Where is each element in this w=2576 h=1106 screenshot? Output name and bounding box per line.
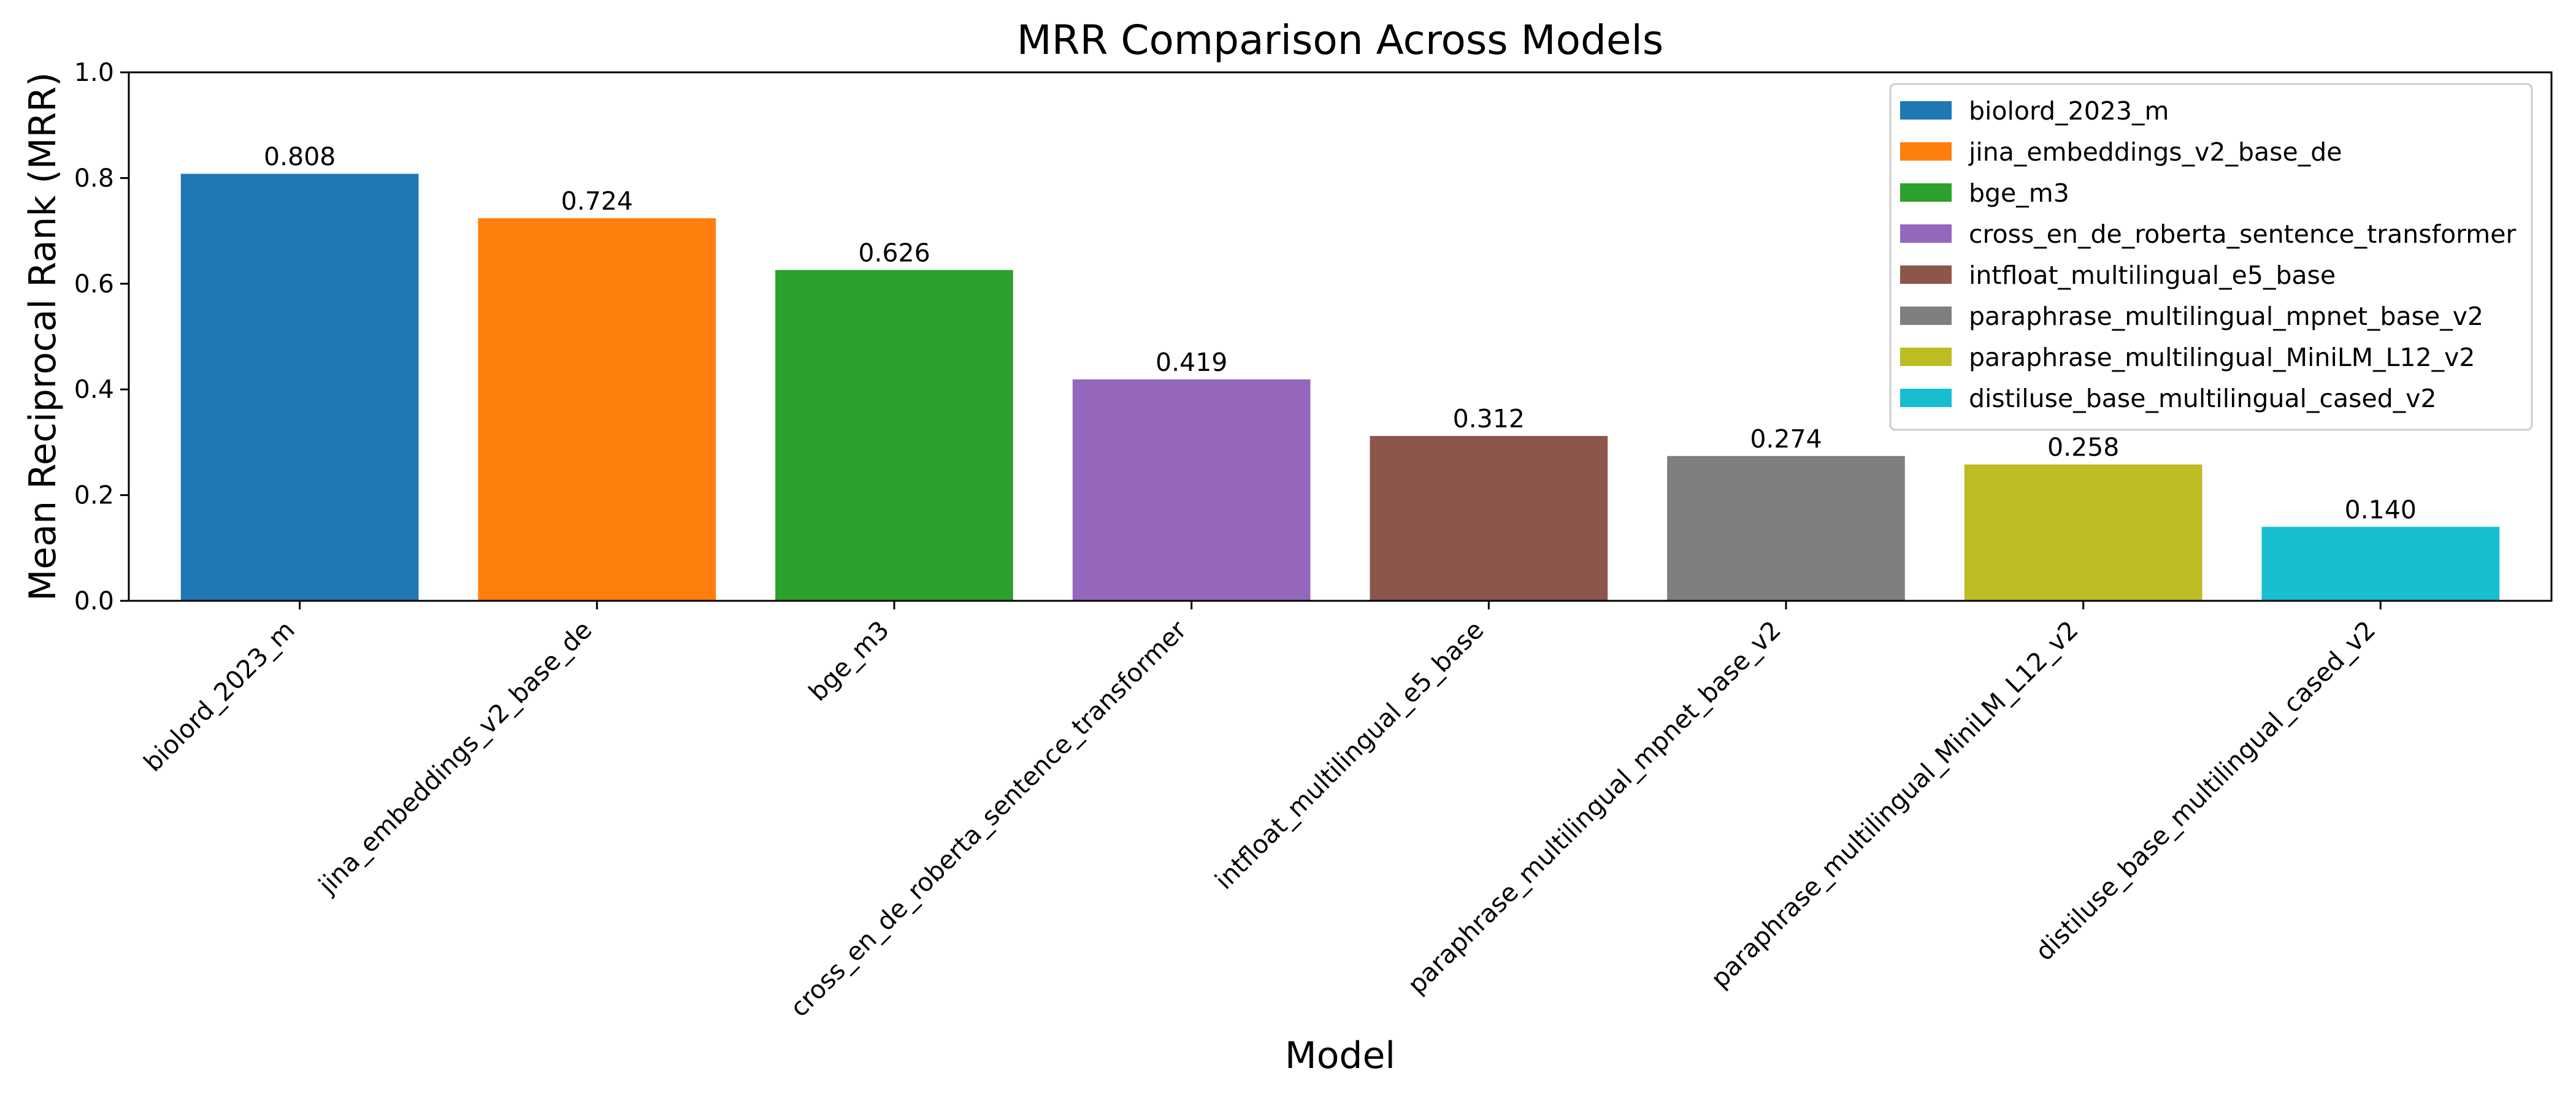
legend-label: intfloat_multilingual_e5_base — [1969, 261, 2336, 290]
legend-label: jina_embeddings_v2_base_de — [1968, 137, 2342, 167]
data-label: 0.419 — [1156, 348, 1227, 377]
x-tick-label: bge_m3 — [803, 615, 895, 707]
legend-box — [1889, 83, 2533, 431]
data-label: 0.258 — [2047, 433, 2119, 462]
legend-label: biolord_2023_m — [1969, 96, 2169, 126]
y-tick-label: 0.8 — [74, 163, 114, 193]
y-axis-label: Mean Reciprocal Rank (MRR) — [21, 72, 64, 601]
bar — [478, 218, 716, 601]
legend-label: bge_m3 — [1969, 178, 2069, 208]
legend-swatch — [1900, 307, 1952, 325]
legend-label: distiluse_base_multilingual_cased_v2 — [1969, 384, 2437, 413]
legend-swatch — [1900, 389, 1952, 407]
y-tick-label: 0.6 — [74, 269, 114, 299]
legend-swatch — [1900, 224, 1952, 243]
chart-title: MRR Comparison Across Models — [1017, 17, 1663, 64]
bar — [1370, 436, 1608, 601]
bar — [775, 270, 1013, 601]
x-tick-label: biolord_2023_m — [138, 615, 301, 777]
x-tick-label: paraphrase_multilingual_MiniLM_L12_v2 — [1705, 615, 2084, 994]
legend-label: paraphrase_multilingual_mpnet_base_v2 — [1969, 302, 2483, 331]
x-tick-label: jina_embeddings_v2_base_de — [312, 615, 597, 900]
bar — [2261, 527, 2500, 601]
x-tick-label: distiluse_base_multilingual_cased_v2 — [2030, 615, 2381, 966]
bars-layer: 0.808 0.724 0.626 0.419 0.312 0.274 0.258 0.140 — [180, 142, 2500, 601]
y-tick-label: 0.4 — [74, 375, 114, 404]
legend-swatch — [1900, 142, 1952, 161]
plot-frame — [128, 71, 2553, 602]
y-tick-label: 0.2 — [74, 481, 114, 510]
data-label: 0.312 — [1453, 404, 1525, 433]
x-tick-label: intfloat_multilingual_e5_base — [1209, 615, 1489, 895]
legend: biolord_2023_m jina_embeddings_v2_base_de… — [1889, 83, 2533, 431]
bar — [180, 174, 419, 601]
legend-swatch — [1900, 101, 1952, 120]
bar — [1072, 379, 1311, 601]
x-axis: biolord_2023_m jina_embeddings_v2_base_de… — [138, 601, 2382, 1023]
legend-label: paraphrase_multilingual_MiniLM_L12_v2 — [1969, 343, 2475, 372]
data-label: 0.140 — [2345, 495, 2417, 524]
data-label: 0.808 — [264, 142, 335, 172]
data-label: 0.626 — [858, 238, 930, 267]
y-tick-label: 1.0 — [74, 58, 114, 87]
data-label: 0.274 — [1750, 424, 1822, 454]
bar — [1667, 456, 1905, 601]
data-label: 0.724 — [561, 186, 633, 216]
legend-swatch — [1900, 348, 1952, 366]
y-tick-label: 0.0 — [74, 586, 114, 616]
bar — [1964, 464, 2202, 601]
x-axis-label: Model — [1285, 1034, 1395, 1077]
legend-swatch — [1900, 265, 1952, 284]
legend-label: cross_en_de_roberta_sentence_transformer — [1969, 219, 2516, 249]
y-axis: 0.0 0.2 0.4 0.6 0.8 1.0 — [74, 58, 129, 616]
legend-swatch — [1900, 183, 1952, 202]
x-tick-label: paraphrase_multilingual_mpnet_base_v2 — [1402, 615, 1787, 999]
